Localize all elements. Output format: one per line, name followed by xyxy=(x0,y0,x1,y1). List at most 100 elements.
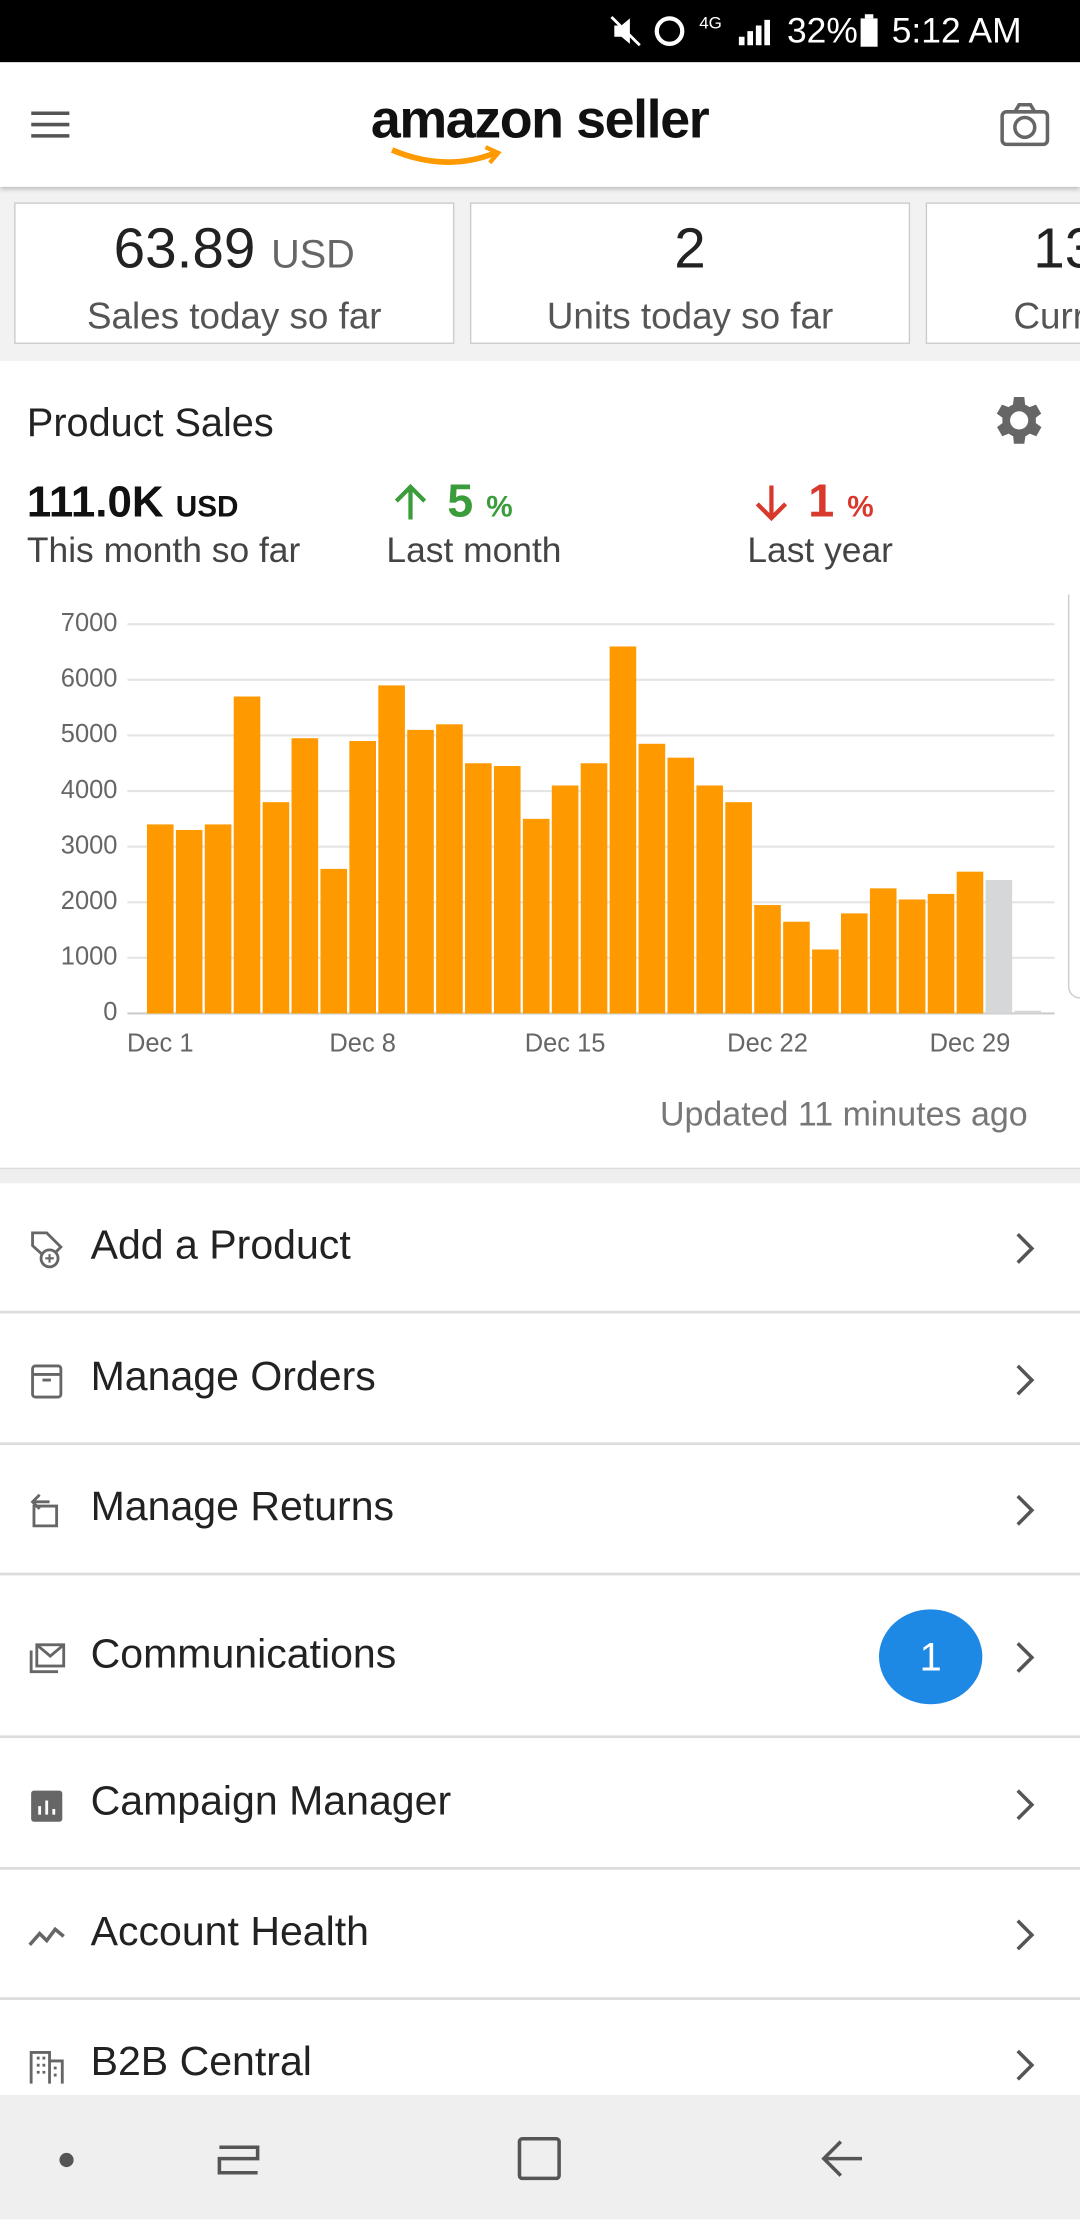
down-arrow xyxy=(755,485,788,522)
menu-icon xyxy=(31,1789,63,1822)
y-tick-label: 3000 xyxy=(61,831,118,859)
kpi-value: 13 xyxy=(1033,217,1080,281)
bar xyxy=(262,802,290,1014)
menu-label: Campaign Manager xyxy=(90,1778,452,1824)
menu-label: Communications xyxy=(90,1631,397,1677)
chevron xyxy=(1016,1919,1035,1951)
nav-buttons xyxy=(59,2137,863,2181)
month-total: 111.0K USD xyxy=(27,477,239,528)
bar xyxy=(465,763,492,1014)
menu-item[interactable]: Communications 1 xyxy=(0,1575,1080,1739)
bar xyxy=(667,757,695,1014)
bar xyxy=(927,893,955,1014)
nav-bar xyxy=(0,2094,1080,2220)
kpi-label: Curr xyxy=(1013,294,1080,337)
menu-label: B2B Central xyxy=(90,2039,312,2085)
menu-icon xyxy=(31,1363,63,1398)
updated-note: Updated 11 minutes ago xyxy=(659,1095,1028,1134)
menu-label: Manage Returns xyxy=(90,1484,395,1531)
bar xyxy=(840,913,868,1014)
y-tick-label: 4000 xyxy=(61,776,118,804)
metric-value: 111.0K xyxy=(26,477,164,527)
metric-value: 5 xyxy=(447,474,474,527)
x-tick-label: Dec 1 xyxy=(127,1029,194,1057)
status-bar: 4G 32% 5:12 AM xyxy=(0,0,1080,63)
menu-item[interactable]: Campaign Manager xyxy=(0,1738,1080,1870)
app-header: amazon seller xyxy=(0,62,1080,187)
kpi-value: 2 xyxy=(674,217,706,281)
clock: 5:12 AM xyxy=(891,11,1022,51)
bar xyxy=(956,871,984,1014)
section-title: Product Sales xyxy=(26,400,274,445)
bar xyxy=(522,818,550,1014)
bar xyxy=(725,802,752,1014)
x-tick-label: Dec 29 xyxy=(930,1029,1011,1057)
menu-label: Account Health xyxy=(90,1909,369,1955)
kpi-card[interactable]: 2 Units today so far xyxy=(469,202,911,344)
menu-item[interactable]: Account Health xyxy=(0,1869,1080,2001)
menu-item[interactable]: Manage Returns xyxy=(0,1445,1080,1576)
menu-icon xyxy=(31,1231,63,1269)
y-tick-label: 1000 xyxy=(61,943,118,971)
bar xyxy=(754,905,781,1014)
logo-smile xyxy=(390,145,502,165)
status-icons: 4G xyxy=(610,13,771,47)
bar xyxy=(551,785,579,1014)
menu-icon xyxy=(28,1926,65,1947)
up-arrow xyxy=(394,483,427,520)
kpi-value-row: 63.89 USD xyxy=(16,218,453,282)
bar xyxy=(175,829,203,1014)
kpi-unit: USD xyxy=(271,232,355,277)
menu-label: Manage Orders xyxy=(90,1353,376,1400)
y-tick-label: 7000 xyxy=(61,609,118,637)
chevron xyxy=(1016,1233,1035,1264)
camera-button[interactable] xyxy=(999,102,1050,147)
metric-unit: % xyxy=(486,491,513,524)
menu-button[interactable] xyxy=(31,110,71,141)
svg-text:4G: 4G xyxy=(699,13,722,32)
logo: amazon seller xyxy=(370,90,710,151)
x-tick-label: Dec 22 xyxy=(727,1029,808,1057)
chevron xyxy=(1016,1788,1035,1820)
y-tick-label: 2000 xyxy=(61,887,118,915)
chevron xyxy=(1016,2049,1035,2081)
menu-item[interactable]: Manage Orders xyxy=(0,1313,1080,1446)
bar xyxy=(320,868,348,1014)
kpi-card[interactable]: 13 Curr xyxy=(925,202,1080,344)
menu-icon xyxy=(29,2051,64,2084)
bar xyxy=(204,824,232,1014)
bar xyxy=(638,743,666,1014)
product-sales: Product Sales 111.0K USD This month so f… xyxy=(0,360,1080,1168)
kpi-card[interactable]: 63.89 USD Sales today so far xyxy=(14,202,455,344)
last-month-change: 5 % xyxy=(447,474,512,528)
bar xyxy=(812,949,839,1014)
menu-item[interactable]: Add a Product xyxy=(0,1183,1080,1314)
kpi-label: Sales today so far xyxy=(86,294,382,337)
metric-unit: % xyxy=(847,491,874,524)
kpi-cards: 63.89 USD Sales today so far 2 Units tod… xyxy=(0,186,1080,363)
next-card-edge xyxy=(1067,594,1080,999)
kpi-value: 63.89 xyxy=(113,217,256,281)
bar xyxy=(869,888,897,1014)
bar xyxy=(146,824,174,1014)
x-tick-label: Dec 8 xyxy=(329,1029,396,1057)
bar xyxy=(349,740,376,1014)
settings-button[interactable] xyxy=(988,389,1050,451)
bar xyxy=(1014,1010,1042,1014)
unread-badge: 1 xyxy=(879,1608,983,1704)
bar xyxy=(378,685,405,1014)
metric-value: 1 xyxy=(808,474,835,527)
last-year-change: 1 % xyxy=(808,474,873,528)
bar xyxy=(696,785,723,1014)
menu-icon xyxy=(30,1493,59,1528)
bar xyxy=(407,729,434,1014)
sales-chart: 0 1000 2000 3000 4000 5000 6000 7000 Dec 1 Dec 8 D… xyxy=(61,594,1080,1057)
divider xyxy=(0,1167,1080,1185)
battery-icon xyxy=(860,14,878,47)
bar xyxy=(783,921,810,1014)
chevron xyxy=(1016,1641,1035,1673)
bar xyxy=(580,763,608,1014)
y-tick-label: 6000 xyxy=(61,665,118,693)
